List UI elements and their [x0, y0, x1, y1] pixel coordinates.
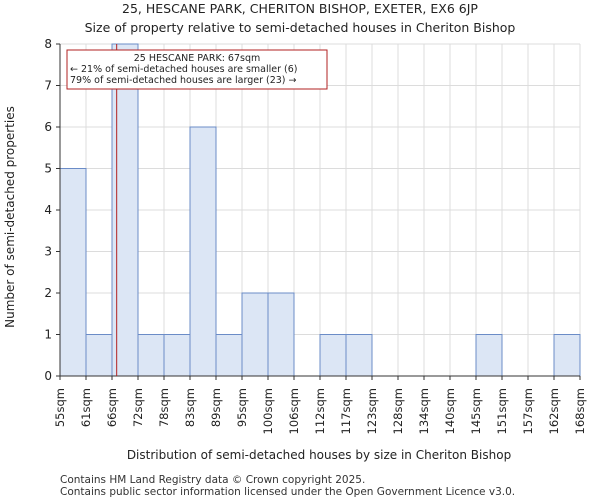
x-tick-label: 162sqm: [547, 388, 561, 434]
bar-83sqm: [189, 126, 217, 377]
x-tick-label: 83sqm: [183, 388, 197, 427]
bar-72sqm: [137, 334, 165, 377]
y-tick-label: 0: [44, 369, 52, 383]
x-tick-label: 72sqm: [131, 388, 145, 427]
x-tick-label: 95sqm: [235, 388, 249, 427]
x-tick-label: 61sqm: [79, 388, 93, 427]
x-tick-label: 157sqm: [521, 388, 535, 434]
y-tick-label: 4: [44, 203, 52, 217]
x-tick-label: 128sqm: [391, 388, 405, 434]
x-tick-label: 134sqm: [417, 388, 431, 434]
y-tick-label: 7: [44, 79, 52, 93]
bar-145sqm: [475, 334, 503, 377]
x-tick-label: 106sqm: [287, 388, 301, 434]
chart-title-line2: Size of property relative to semi-detach…: [85, 20, 516, 35]
annotation-larger: 79% of semi-detached houses are larger (…: [70, 75, 297, 86]
x-tick-label: 100sqm: [261, 388, 275, 434]
bar-117sqm: [345, 334, 373, 377]
annotation-smaller: ← 21% of semi-detached houses are smalle…: [70, 64, 298, 75]
y-tick-label: 6: [44, 120, 52, 134]
bar-78sqm: [163, 334, 191, 377]
y-tick-label: 3: [44, 245, 52, 259]
x-tick-label: 89sqm: [209, 388, 223, 427]
histogram-chart: 25, HESCANE PARK, CHERITON BISHOP, EXETE…: [3, 1, 587, 462]
y-axis-label: Number of semi-detached properties: [3, 106, 17, 328]
plot-area: 0 1 2 3 4 5 6 7 8 55sqm 61sqm 66sqm 72sqm 78sqm 83sqm 8…: [44, 37, 587, 434]
x-tick-label: 66sqm: [105, 388, 119, 427]
bar-66sqm: [111, 43, 139, 377]
y-tick-label: 5: [44, 162, 52, 176]
chart-title-line1: 25, HESCANE PARK, CHERITON BISHOP, EXETE…: [122, 1, 478, 16]
footer-copyright: Contains HM Land Registry data © Crown c…: [60, 474, 366, 486]
annotation-box: [66, 49, 328, 90]
x-tick-label: 55sqm: [53, 388, 67, 427]
x-tick-label: 123sqm: [365, 388, 379, 434]
bar-89sqm: [215, 334, 243, 377]
x-tick-label: 151sqm: [495, 388, 509, 434]
x-axis-label: Distribution of semi-detached houses by …: [127, 448, 511, 462]
annotation-title: 25 HESCANE PARK: 67sqm: [134, 53, 261, 64]
x-tick-label: 112sqm: [313, 388, 327, 434]
footer-licence: Contains public sector information licen…: [60, 486, 516, 498]
x-tick-label: 168sqm: [573, 388, 587, 434]
x-tick-label: 78sqm: [157, 388, 171, 427]
y-tick-label: 2: [44, 286, 52, 300]
y-tick-label: 1: [44, 328, 52, 342]
bar-95sqm: [241, 292, 269, 377]
y-tick-label: 8: [44, 37, 52, 51]
bar-100sqm: [267, 292, 295, 377]
bar-55sqm: [59, 168, 87, 377]
x-tick-label: 145sqm: [469, 388, 483, 434]
bar-162sqm: [553, 334, 581, 377]
bar-61sqm: [85, 334, 113, 377]
x-tick-label: 140sqm: [443, 388, 457, 434]
bar-112sqm: [319, 334, 347, 377]
x-tick-label: 117sqm: [339, 388, 353, 434]
